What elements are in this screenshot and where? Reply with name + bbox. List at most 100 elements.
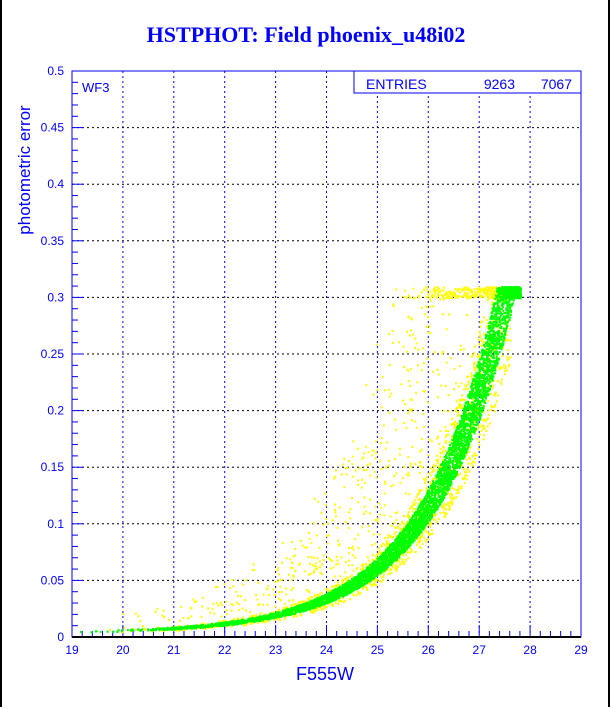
data-point [463,474,466,477]
data-point [473,366,476,369]
data-point [466,286,469,289]
data-point [476,293,479,296]
data-point [425,497,428,500]
y-tick-label: 0 [57,630,64,644]
data-point [411,445,414,448]
data-point [400,528,403,531]
data-point [441,499,444,502]
data-point [414,337,417,340]
data-point [474,369,477,372]
data-point [478,433,481,436]
data-point [474,383,477,386]
data-point [332,603,335,606]
data-point [432,288,435,291]
data-point [380,544,383,547]
data-point [428,325,431,328]
data-point [496,365,499,368]
data-point [438,288,441,291]
data-point [388,395,391,398]
data-point [337,584,340,587]
data-point [291,561,294,564]
data-point [410,549,413,552]
data-point [473,368,476,371]
data-point [283,602,286,605]
data-point [254,615,257,618]
x-tick-label: 24 [320,643,334,657]
data-point [359,592,362,595]
data-point [355,594,358,597]
data-point [285,593,288,596]
data-point [291,599,294,602]
data-point [352,569,355,572]
data-point [388,411,391,414]
data-point [480,338,483,341]
data-point [490,303,493,306]
data-point [312,611,315,614]
data-point [485,395,488,398]
data-point [464,291,467,294]
data-point [416,493,419,496]
data-point [396,511,399,514]
data-point [394,512,397,515]
data-point [474,345,477,348]
data-point [386,540,389,543]
data-point [377,547,380,550]
data-point [380,580,383,583]
data-point [401,522,404,525]
data-point [291,603,294,606]
data-point [447,429,450,432]
data-point [450,423,453,426]
series-good-stars [79,286,522,634]
data-point [449,291,452,294]
data-point [427,401,430,404]
data-point [410,408,413,411]
data-point [322,554,325,557]
data-point [386,441,389,444]
data-point [484,293,487,296]
data-point [433,294,436,297]
data-point [291,574,294,577]
data-point [315,565,318,568]
data-point [432,305,435,308]
data-point [141,625,144,628]
data-point [419,450,422,453]
data-point [277,567,280,570]
data-point [315,607,318,610]
data-point [314,608,317,611]
data-point [231,578,234,581]
data-point [441,506,444,509]
data-point [460,403,463,406]
data-point [445,440,448,443]
data-point [420,369,423,372]
x-tick-label: 19 [65,643,79,657]
data-point [468,402,471,405]
data-point [499,311,502,314]
data-point [383,536,386,539]
data-point [204,628,207,631]
data-point [483,399,486,402]
data-point [222,619,225,622]
data-point [395,472,398,475]
data-point [443,503,446,506]
data-point [442,294,445,297]
data-point [379,553,382,556]
data-point [310,556,313,559]
data-point [491,292,494,295]
data-point [400,383,403,386]
data-point [322,523,325,526]
data-point [374,519,377,522]
data-point [354,469,357,472]
data-point [482,296,485,299]
data-point [403,289,406,292]
data-point [340,473,343,476]
data-point [455,400,458,403]
data-point [230,609,233,612]
data-point [160,629,163,632]
data-point [303,600,306,603]
data-point [362,585,365,588]
data-point [488,357,491,360]
data-point [480,430,483,433]
data-point [434,290,437,293]
data-point [216,585,219,588]
data-point [467,380,470,383]
